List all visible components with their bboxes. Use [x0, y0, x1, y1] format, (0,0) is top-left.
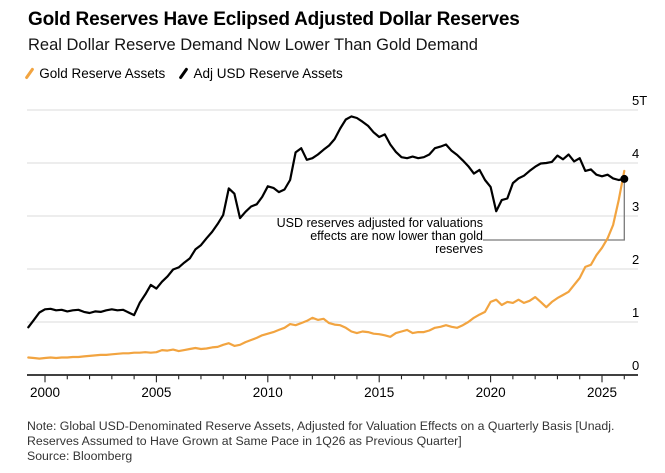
footnote-line: Reserves Assumed to Have Grown at Same P… [27, 434, 462, 448]
y-axis-label: 1 [632, 305, 639, 320]
y-axis-label: 0 [632, 358, 639, 373]
footnote-line: Note: Global USD-Denominated Reserve Ass… [27, 419, 615, 433]
x-axis-label: 2015 [364, 385, 394, 400]
annotation-text-line: USD reserves adjusted for valuations [277, 216, 483, 230]
x-axis-label: 2020 [476, 385, 506, 400]
legend: Gold Reserve Assets Adj USD Reserve Asse… [24, 64, 343, 82]
annotation-text-line: effects are now lower than gold [310, 229, 483, 243]
series-line-adj-usd-reserve-assets [27, 115, 626, 329]
legend-label-gold: Gold Reserve Assets [39, 65, 166, 81]
y-axis-label: 4 [632, 146, 639, 161]
x-axis-label: 2005 [141, 385, 171, 400]
y-axis-label: 3 [632, 199, 639, 214]
annotation-connector-line [483, 181, 625, 241]
legend-label-usd: Adj USD Reserve Assets [193, 65, 343, 81]
footnote: Note: Global USD-Denominated Reserve Ass… [27, 419, 614, 464]
series-line-gold-reserve-assets [27, 169, 626, 360]
annotation-text-line: reserves [435, 242, 483, 256]
chart-subtitle: Real Dollar Reserve Demand Now Lower Tha… [28, 36, 478, 54]
x-axis-label: 2010 [253, 385, 283, 400]
chart-title: Gold Reserves Have Eclipsed Adjusted Dol… [28, 9, 520, 30]
y-axis-label: 5T [632, 93, 647, 108]
x-axis-label: 2000 [30, 385, 60, 400]
x-axis-label: 2025 [587, 385, 617, 400]
legend-item-gold: Gold Reserve Assets [24, 65, 166, 81]
series-endpoint-dot [620, 174, 629, 183]
legend-item-usd: Adj USD Reserve Assets [178, 65, 343, 81]
annotation-text: USD reserves adjusted for valuations effe… [277, 216, 483, 256]
y-axis-label: 2 [632, 252, 639, 267]
footnote-source: Source: Bloomberg [27, 449, 133, 463]
